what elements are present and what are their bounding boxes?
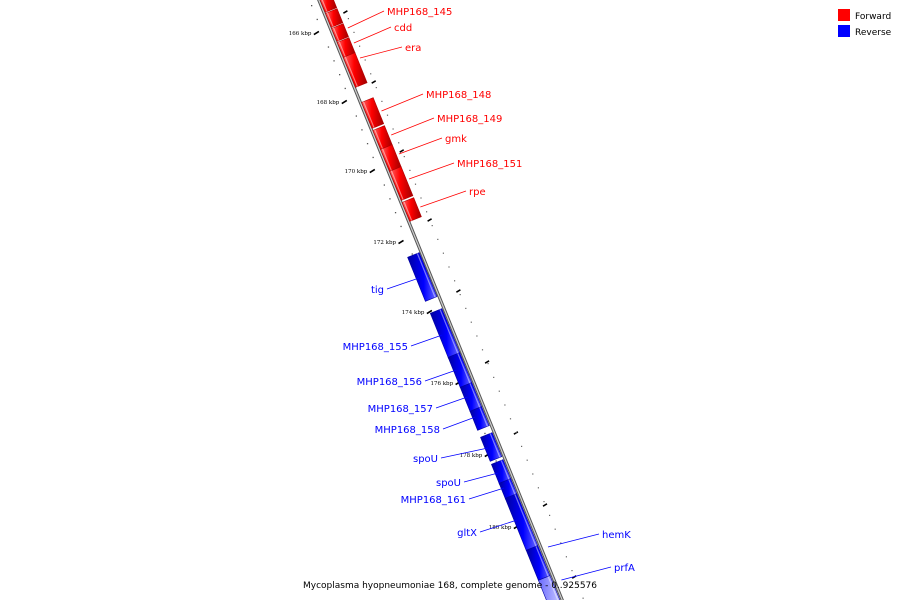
gene-feature-mhp168-158[interactable]: [469, 406, 490, 431]
map-caption: Mycoplasma hyopneumoniae 168, complete g…: [303, 581, 597, 591]
gene-leader-line: [347, 10, 385, 29]
gene-label-mhp168-148[interactable]: MHP168_148: [426, 90, 491, 101]
gene-leader-line: [468, 487, 505, 500]
gene-feature-mhp168-145[interactable]: [319, 0, 338, 13]
gene-label-rpe[interactable]: rpe: [469, 187, 486, 198]
scale-tick-label: 166 kbp: [289, 31, 312, 37]
legend-swatch-forward: [838, 9, 850, 21]
gene-label-mhp168-145[interactable]: MHP168_145: [387, 7, 452, 18]
gene-features: [319, 0, 561, 600]
scale-tick-label: 178 kbp: [460, 453, 483, 459]
legend-swatch-reverse: [838, 25, 850, 37]
gene-feature-mhp168-151[interactable]: [389, 166, 414, 201]
gene-feature-prfa[interactable]: [538, 575, 561, 600]
gene-leader-line: [420, 190, 467, 208]
scale-tick-label: 180 kbp: [489, 525, 512, 531]
gene-label-gmk[interactable]: gmk: [445, 134, 467, 145]
scale-minor-tick: [427, 218, 432, 222]
gene-label-gltx[interactable]: gltX: [457, 528, 477, 539]
scale-minor-tick: [542, 503, 548, 507]
scale-tick: [426, 309, 433, 315]
legend-label-forward: Forward: [855, 12, 891, 22]
gene-feature-cdd[interactable]: [325, 8, 344, 28]
scale-minor-tick: [456, 289, 461, 293]
gene-leader-line: [410, 334, 443, 347]
legend-item-forward: Forward: [838, 9, 891, 22]
gene-label-mhp168-161[interactable]: MHP168_161: [401, 495, 466, 506]
gene-leader-line: [561, 566, 612, 581]
gene-label-spou[interactable]: spoU: [436, 478, 461, 489]
gene-leader-line: [398, 137, 443, 155]
gene-leader-line: [408, 162, 455, 180]
gene-leader-line: [391, 117, 435, 136]
gene-feature-spou[interactable]: [480, 432, 503, 462]
genome-backbone: [317, 0, 564, 600]
gene-leader-line: [442, 416, 476, 430]
gene-label-mhp168-157[interactable]: MHP168_157: [368, 404, 433, 415]
gene-feature-tig[interactable]: [407, 252, 438, 302]
gene-label-mhp168-156[interactable]: MHP168_156: [357, 377, 422, 388]
scale-tick: [369, 168, 376, 174]
gene-leader-line: [424, 369, 457, 382]
scale-tick-label: 174 kbp: [402, 310, 425, 316]
gene-label-cdd[interactable]: cdd: [394, 23, 412, 34]
gene-label-hemk[interactable]: hemK: [602, 530, 631, 541]
gene-label-prfa[interactable]: prfA: [614, 563, 635, 574]
gene-label-spou[interactable]: spoU: [413, 454, 438, 465]
gene-leader-line: [440, 447, 488, 459]
scale-tick-label: 172 kbp: [373, 240, 396, 246]
gene-leader-line: [435, 396, 468, 409]
scale-minor-tick: [399, 149, 405, 153]
gene-leader-line: [463, 472, 499, 483]
scale-tick-label: 176 kbp: [430, 381, 453, 387]
gene-leader-line: [547, 533, 600, 548]
gene-label-mhp168-155[interactable]: MHP168_155: [343, 342, 408, 353]
legend-item-reverse: Reverse: [838, 25, 892, 38]
scale-minor-tick: [484, 360, 490, 364]
scale-tick: [398, 239, 404, 245]
gene-feature-rpe[interactable]: [401, 197, 422, 222]
gene-leader-line: [381, 93, 424, 112]
scale-minor-tick: [371, 80, 377, 84]
gene-leader-line: [359, 46, 403, 59]
scale-minor-tick: [343, 10, 348, 14]
gene-label-mhp168-151[interactable]: MHP168_151: [457, 159, 522, 170]
gene-label-mhp168-158[interactable]: MHP168_158: [375, 425, 440, 436]
gene-leader-line: [479, 519, 518, 533]
scale-tick-label: 170 kbp: [345, 169, 368, 175]
gene-feature-era[interactable]: [331, 23, 349, 42]
legend-label-reverse: Reverse: [855, 28, 892, 38]
gene-label-mhp168-149[interactable]: MHP168_149: [437, 114, 502, 125]
scale-tick: [341, 99, 348, 105]
legend: Forward Reverse: [838, 9, 892, 38]
scale-tick-label: 168 kbp: [317, 100, 340, 106]
gene-leader-line: [353, 26, 392, 44]
gene-leader-line: [386, 277, 420, 290]
gene-label-era[interactable]: era: [405, 43, 421, 54]
gene-feature-mhp168-148[interactable]: [361, 97, 385, 129]
gene-label-tig[interactable]: tig: [371, 285, 384, 296]
scale-tick: [313, 30, 320, 36]
gene-feature[interactable]: [343, 52, 368, 88]
